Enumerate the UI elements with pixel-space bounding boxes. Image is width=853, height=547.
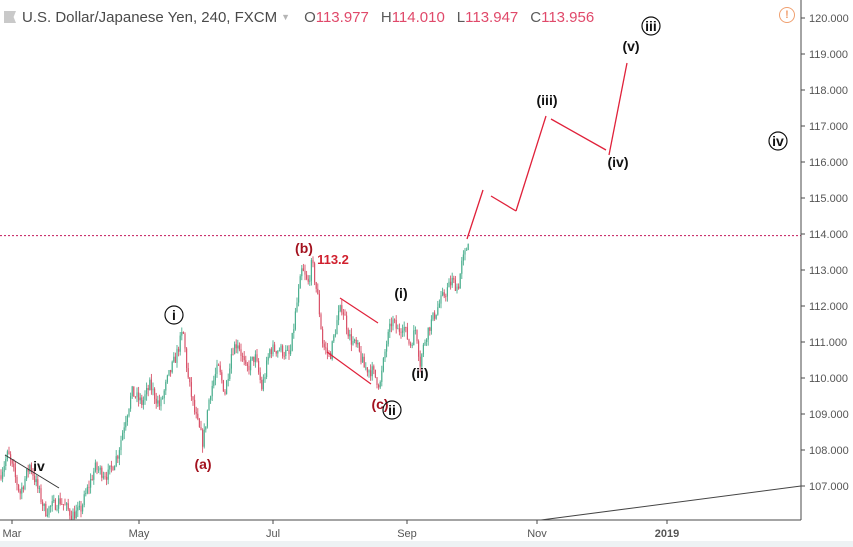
wave-label-circled-iii-circle <box>641 16 661 36</box>
price-tick-label: 119.000 <box>809 49 848 61</box>
wave-label-iii: (iii) <box>537 92 558 108</box>
price-tick-label: 116.000 <box>809 157 848 169</box>
open-key: O <box>304 8 316 26</box>
price-tick-label: 118.000 <box>809 85 848 97</box>
wave-label-iv-minor: iv <box>33 458 45 474</box>
time-tick-label: 2019 <box>655 528 679 540</box>
price-tick-label: 114.000 <box>809 229 848 241</box>
price-tick-label: 110.000 <box>809 373 848 385</box>
wave-label-c: (c) <box>371 396 388 412</box>
chevron-down-icon[interactable]: ▼ <box>281 12 291 22</box>
wave-label-circled-iii: iii <box>645 18 657 34</box>
bottom-border <box>0 541 853 547</box>
channel-line-upper[interactable] <box>339 297 379 324</box>
price-tick-label: 107.000 <box>809 481 849 493</box>
time-tick-label: May <box>129 528 150 540</box>
wave-projection-line[interactable] <box>515 115 547 212</box>
plot-area <box>0 62 801 520</box>
symbol-title[interactable]: U.S. Dollar/Japanese Yen, 240, FXCM <box>22 8 278 26</box>
candles <box>0 243 469 520</box>
wave-projection-line[interactable] <box>608 62 628 156</box>
channel-line-lower[interactable] <box>326 351 372 385</box>
close-key: C <box>530 8 542 26</box>
long-trendline[interactable] <box>540 485 801 520</box>
trendline-iv[interactable] <box>4 454 60 489</box>
wave-label-ii: (ii) <box>411 365 428 381</box>
wave-label-circled-iv-circle <box>768 131 788 151</box>
price-tick-label: 117.000 <box>809 121 848 133</box>
low-value: 113.947 <box>465 8 519 26</box>
high-key: H <box>380 8 392 26</box>
wave-projection-line[interactable] <box>466 189 484 240</box>
chart-legend: U.S. Dollar/Japanese Yen, 240, FXCM ▼ O1… <box>4 7 594 27</box>
time-tick-label: Mar <box>3 528 22 540</box>
price-tick-label: 108.000 <box>809 445 849 457</box>
wave-label-a: (a) <box>194 456 211 472</box>
wave-projection-line[interactable] <box>490 195 517 212</box>
wave-projection-line[interactable] <box>550 118 607 151</box>
high-value: 114.010 <box>391 8 445 26</box>
close-value: 113.956 <box>541 8 595 26</box>
price-tick-label: 111.000 <box>809 337 847 349</box>
wave-label-iv: (iv) <box>608 154 629 170</box>
time-tick-label: Sep <box>397 528 417 540</box>
price-tick-label: 109.000 <box>809 409 849 421</box>
ohlc-values: O113.977 H114.010 L113.947 C113.956 <box>304 9 594 26</box>
wave-label-circled-iv: iv <box>772 133 784 149</box>
wave-label-113-2: 113.2 <box>317 252 349 267</box>
wave-label-v: (v) <box>622 38 639 54</box>
time-tick-label: Nov <box>527 528 547 540</box>
alert-icon[interactable]: ! <box>779 7 795 23</box>
wave-label-circled-ii-circle <box>382 400 402 420</box>
price-tick-label: 112.000 <box>809 301 848 313</box>
flag-icon[interactable] <box>4 11 16 23</box>
time-tick-label: Jul <box>266 528 280 540</box>
price-tick-label: 115.000 <box>809 193 848 205</box>
price-tick-label: 113.000 <box>809 265 848 277</box>
open-value: 113.977 <box>315 8 369 26</box>
wave-label-circled-ii: ii <box>388 402 396 418</box>
low-key: L <box>456 8 466 26</box>
wave-label-b: (b) <box>295 240 313 256</box>
wave-label-circled-i: i <box>172 307 176 323</box>
price-tick-label: 120.000 <box>809 13 849 25</box>
wave-label-i: (i) <box>394 285 407 301</box>
wave-label-circled-i-circle <box>164 305 184 325</box>
